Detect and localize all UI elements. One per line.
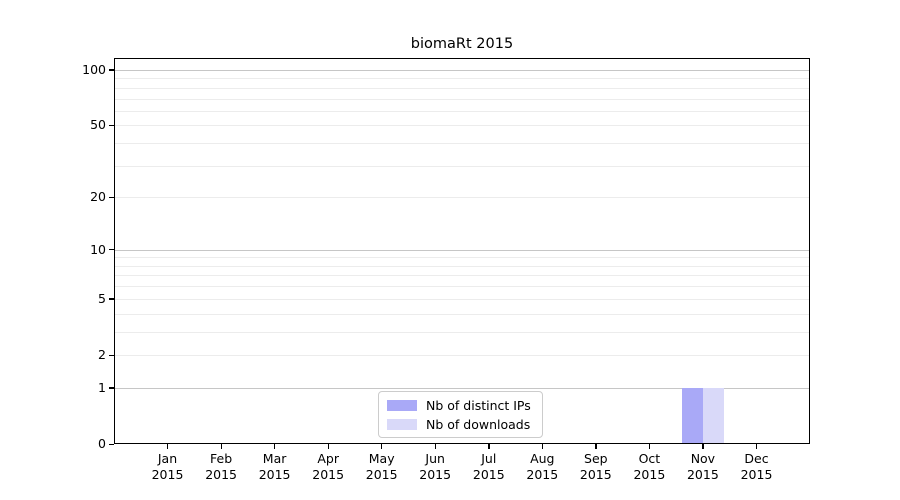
x-tick-year: 2015 — [151, 466, 184, 482]
x-tick-label: Sep 2015 — [560, 451, 632, 482]
y-tick-mark — [109, 69, 114, 71]
minor-gridline — [114, 313, 810, 315]
legend-entry: Nb of distinct IPs — [387, 398, 542, 413]
x-tick-mark — [488, 444, 490, 449]
minor-gridline — [114, 78, 810, 80]
x-tick-mark — [756, 444, 758, 449]
legend-label: Nb of downloads — [426, 417, 531, 432]
x-tick-label: May 2015 — [346, 451, 418, 482]
y-tick-mark — [109, 387, 114, 389]
minor-gridline — [114, 98, 810, 100]
x-tick-mark — [648, 444, 651, 449]
minor-gridline — [114, 331, 810, 333]
x-tick-year: 2015 — [365, 466, 398, 482]
minor-gridline — [114, 286, 810, 288]
y-tick-mark — [109, 196, 114, 198]
x-tick-month: Oct — [638, 451, 661, 466]
y-tick-mark — [109, 354, 114, 356]
plot-area — [114, 58, 810, 444]
y-tick-label: 20 — [90, 189, 106, 205]
major-gridline — [114, 387, 810, 389]
minor-gridline — [114, 143, 810, 144]
minor-gridline — [114, 197, 810, 199]
x-tick-mark — [702, 444, 704, 449]
x-tick-mark — [434, 444, 436, 449]
x-tick-year: 2015 — [419, 466, 452, 482]
y-tick-mark — [109, 443, 114, 445]
x-tick-label: Nov 2015 — [667, 451, 739, 482]
y-tick-label: 100 — [82, 61, 106, 77]
x-tick-year: 2015 — [526, 466, 559, 482]
legend-swatch — [387, 419, 417, 430]
x-tick-month: May — [368, 451, 395, 466]
y-tick-mark — [109, 249, 114, 251]
x-tick-month: Nov — [690, 451, 716, 466]
legend-swatch — [387, 400, 417, 411]
x-tick-year: 2015 — [312, 466, 345, 482]
minor-gridline — [114, 275, 810, 277]
x-tick-mark — [167, 444, 169, 449]
bar-distinct-ips — [681, 387, 703, 444]
minor-gridline — [114, 125, 810, 127]
y-tick-label: 2 — [98, 347, 106, 362]
legend: Nb of distinct IPs Nb of downloads — [378, 391, 543, 438]
x-tick-year: 2015 — [258, 466, 291, 482]
x-tick-mark — [274, 444, 276, 449]
x-tick-month: Dec — [744, 451, 769, 466]
x-tick-month: Apr — [317, 451, 339, 466]
x-tick-label: Oct 2015 — [613, 451, 685, 482]
minor-gridline — [114, 265, 810, 267]
x-tick-month: Jul — [481, 451, 497, 466]
x-tick-mark — [381, 444, 383, 449]
major-gridline — [114, 69, 810, 71]
x-tick-label: Mar 2015 — [239, 451, 311, 482]
x-tick-year: 2015 — [686, 466, 719, 482]
x-tick-mark — [220, 444, 222, 449]
x-tick-mark — [541, 444, 544, 449]
x-tick-label: Jul 2015 — [453, 451, 525, 482]
x-tick-month: Feb — [210, 451, 233, 466]
chart-title: biomaRt 2015 — [410, 36, 514, 52]
minor-gridline — [114, 87, 810, 89]
x-tick-month: Jan — [157, 451, 178, 466]
x-tick-mark — [327, 444, 329, 449]
minor-gridline — [114, 165, 810, 167]
legend-entry: Nb of downloads — [387, 417, 542, 432]
x-tick-year: 2015 — [740, 466, 773, 482]
minor-gridline — [114, 257, 810, 259]
y-tick-label: 0 — [98, 436, 106, 451]
x-tick-mark — [595, 444, 597, 449]
x-tick-month: Aug — [530, 451, 555, 466]
x-tick-year: 2015 — [205, 466, 237, 482]
x-tick-label: Aug 2015 — [506, 451, 578, 482]
x-tick-year: 2015 — [633, 466, 666, 482]
x-tick-month: Mar — [262, 451, 287, 466]
x-tick-label: Dec 2015 — [721, 451, 793, 482]
x-tick-label: Feb 2015 — [185, 451, 257, 482]
y-tick-label: 10 — [90, 241, 106, 257]
x-tick-label: Apr 2015 — [292, 451, 364, 482]
minor-gridline — [114, 355, 810, 356]
x-tick-label: Jun 2015 — [399, 451, 471, 482]
y-tick-label: 1 — [98, 379, 106, 395]
major-gridline — [114, 249, 810, 251]
minor-gridline — [114, 110, 810, 112]
y-tick-mark — [109, 124, 114, 127]
y-tick-label: 50 — [90, 117, 106, 133]
y-tick-mark — [109, 298, 114, 300]
legend-label: Nb of distinct IPs — [426, 398, 531, 413]
y-tick-label: 5 — [98, 290, 106, 306]
x-tick-month: Sep — [584, 451, 608, 466]
x-tick-year: 2015 — [472, 466, 505, 482]
x-tick-label: Jan 2015 — [132, 451, 204, 482]
bar-downloads — [702, 387, 724, 444]
minor-gridline — [114, 298, 810, 300]
x-tick-month: Jun — [425, 451, 445, 466]
x-tick-year: 2015 — [579, 466, 612, 482]
